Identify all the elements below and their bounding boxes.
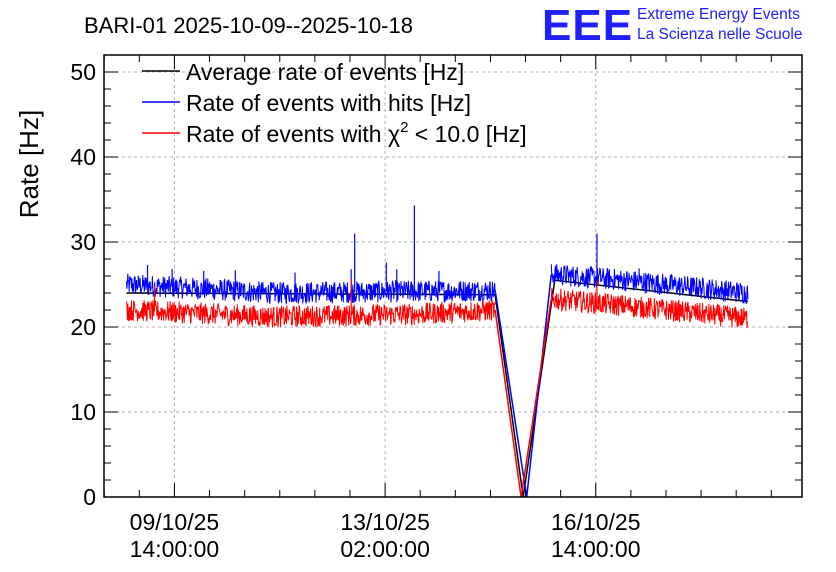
x-tick-date-1: 13/10/25	[340, 509, 430, 535]
series-hits	[126, 205, 749, 498]
chart-title: BARI-01 2025-10-09--2025-10-18	[84, 13, 413, 38]
series-hits-gap-line	[494, 274, 553, 498]
x-tick-labels: 09/10/2514:00:0013/10/2502:00:0016/10/25…	[130, 509, 641, 562]
y-tick-label-10: 10	[70, 399, 96, 425]
series-hits-segment-1	[126, 273, 496, 305]
legend-chi-sup: 2	[400, 119, 408, 136]
legend-chi-prefix: Rate of events with χ	[186, 121, 400, 147]
legend-label-avg: Average rate of events [Hz]	[186, 59, 464, 85]
y-tick-label-30: 30	[70, 229, 96, 255]
axis-ticks	[103, 54, 802, 498]
series-chi2-gap-line	[494, 298, 553, 498]
eee-logo: EEE Extreme Energy Events La Scienza nel…	[542, 1, 802, 50]
series-hits-segment-2	[550, 264, 749, 305]
y-tick-label-0: 0	[83, 484, 96, 510]
legend: Average rate of events [Hz] Rate of even…	[142, 59, 527, 147]
series-layer	[126, 205, 749, 498]
y-tick-label-50: 50	[70, 59, 96, 85]
eee-logo-line1: Extreme Energy Events	[637, 6, 800, 23]
eee-logo-mark: EEE	[542, 1, 633, 50]
series-chi2	[126, 278, 749, 498]
y-tick-label-40: 40	[70, 144, 96, 170]
legend-chi-suffix: < 10.0 [Hz]	[408, 121, 526, 147]
x-tick-time-1: 02:00:00	[340, 536, 430, 562]
series-chi2-segment-2	[550, 288, 749, 329]
y-axis-label: Rate [Hz]	[14, 110, 44, 218]
x-tick-date-0: 09/10/25	[130, 509, 220, 535]
legend-label-chi: Rate of events with χ2 < 10.0 [Hz]	[186, 119, 527, 147]
legend-label-hits: Rate of events with hits [Hz]	[186, 90, 471, 116]
grid	[104, 55, 802, 497]
x-tick-date-2: 16/10/25	[551, 509, 641, 535]
y-tick-label-20: 20	[70, 314, 96, 340]
x-tick-time-0: 14:00:00	[130, 536, 220, 562]
eee-logo-line2: La Scienza nelle Scuole	[637, 26, 802, 43]
x-tick-time-2: 14:00:00	[551, 536, 641, 562]
y-tick-labels: 0 10 20 30 40 50	[70, 59, 96, 510]
series-chi2-segment-1	[126, 298, 496, 328]
